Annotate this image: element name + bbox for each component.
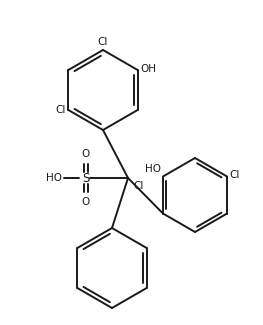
Text: Cl: Cl xyxy=(229,171,239,180)
Text: O: O xyxy=(82,197,90,207)
Text: OH: OH xyxy=(141,64,157,74)
Text: O: O xyxy=(82,149,90,159)
Text: HO: HO xyxy=(46,173,62,183)
Text: Cl: Cl xyxy=(98,37,108,47)
Text: HO: HO xyxy=(145,164,161,175)
Text: S: S xyxy=(82,172,90,185)
Text: Cl: Cl xyxy=(55,105,65,115)
Text: Cl: Cl xyxy=(133,181,143,191)
